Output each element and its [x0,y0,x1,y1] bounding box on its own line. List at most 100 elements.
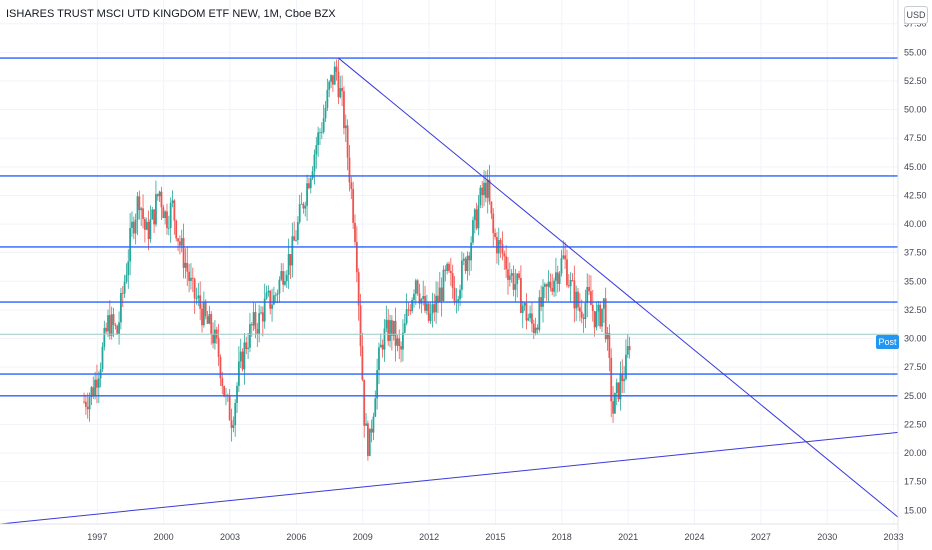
candle-body [250,324,253,326]
candle-body [201,308,203,326]
candle-body [114,324,117,326]
candle-body [265,292,268,299]
candle-body [590,291,592,305]
price-axis[interactable]: 15.00 17.50 20.00 22.50 25.00 27.50 30.00 32.50… [897,0,932,550]
trendline[interactable] [338,57,899,518]
candle-body [359,305,362,347]
candle-body [372,416,375,433]
candle-body [564,255,567,260]
candle-body [496,237,498,254]
candle-body [284,281,286,285]
candle-body [160,191,163,208]
candle-body [363,379,366,426]
y-tick-label: 37.50 [904,248,927,258]
candle-body [593,311,596,328]
candle-body [129,227,132,262]
candle-body [171,200,174,203]
horizontal-levels[interactable]: 54.5044.2038.0033.1926.9025.0030.3730.36 [0,51,930,403]
time-axis[interactable]: 1997 2000 2003 2006 2009 2012 2015 2018 2021 2024… [0,523,904,542]
candle-body [348,157,351,183]
y-tick-label: 17.50 [904,477,927,487]
candle-body [322,118,325,133]
y-tick-label: 52.50 [904,76,927,86]
candle-body [346,125,349,158]
candle-body [440,287,443,301]
candle-body [453,287,456,303]
candle-body [551,287,554,292]
candle-body [427,303,430,321]
candlesticks [83,59,631,461]
candle-body [326,89,329,108]
candle-body [604,298,607,340]
x-tick-label: 2033 [884,532,904,542]
candle-body [202,302,205,326]
candle-body [125,275,128,282]
y-tick-label: 50.00 [904,105,927,115]
candle-body [389,320,391,342]
candle-body [556,272,559,284]
candle-body [446,263,449,271]
candle-body [534,327,537,334]
candle-body [449,270,452,274]
candle-body [555,272,557,281]
candle-body [575,291,578,309]
candle-body [112,314,115,325]
candle-body [484,182,487,198]
candle-body [219,356,222,379]
y-tick-label: 42.50 [904,190,927,200]
candle-body [424,295,426,311]
x-tick-label: 2027 [751,532,771,542]
candle-body [567,285,570,287]
candle-body [398,338,401,347]
y-tick-label: 27.50 [904,362,927,372]
candle-body [437,295,439,302]
candle-body [357,272,360,306]
candle-body [411,299,414,312]
candle-body [335,66,338,72]
candle-body [344,125,347,129]
candle-body [337,71,340,98]
candle-body [143,219,146,230]
candle-body [269,290,272,309]
candle-body [488,179,491,202]
candle-body [291,236,294,266]
candle-body [123,281,126,294]
candle-body [241,351,244,370]
candle-body [101,346,104,370]
candle-body [138,196,141,211]
candle-body [147,221,150,240]
candle-body [558,273,561,284]
y-tick-label: 25.00 [904,391,927,401]
candle-body [173,200,176,221]
candle-body [527,318,530,321]
candle-body [385,319,388,329]
candle-body [390,320,393,336]
candle-body [300,203,303,205]
candle-body [343,91,345,129]
candle-body [103,327,106,347]
candle-body [212,334,214,344]
currency-button[interactable]: USD [904,6,928,24]
candle-body [228,395,231,421]
candle-body [355,241,358,273]
candle-body [475,209,478,229]
trendline[interactable] [0,431,899,525]
candle-body [586,286,589,303]
candle-body [304,205,307,209]
candle-body [461,260,463,290]
trendlines[interactable] [0,57,899,525]
candle-body [610,357,613,402]
candle-body [615,382,618,394]
candle-body [584,302,587,320]
candle-body [239,351,242,362]
candle-body [142,208,144,220]
candle-body [543,284,546,287]
x-tick-label: 2015 [485,532,505,542]
candle-body [547,281,550,287]
candle-body [542,286,544,307]
y-tick-label: 47.50 [904,133,927,143]
candle-body [529,313,532,319]
candle-body [352,188,355,223]
candle-body [573,280,576,309]
